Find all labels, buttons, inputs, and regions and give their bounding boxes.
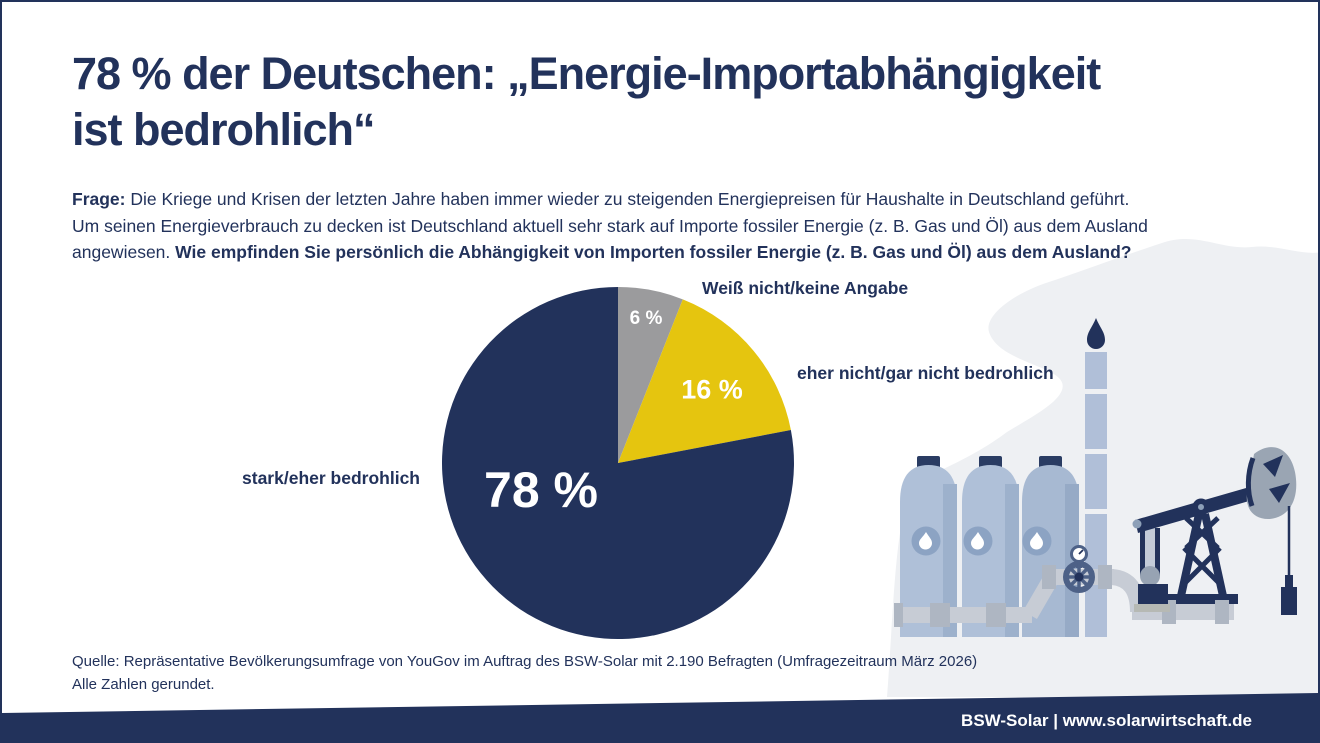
page-title-line2: ist bedrohlich“ [72, 104, 376, 155]
pump-cable-weight [1281, 506, 1297, 615]
pie-value-78: 78 % [484, 462, 598, 518]
tank [962, 465, 1019, 637]
question-line2: Um seinen Energieverbrauch zu decken ist… [72, 215, 1148, 236]
footer-brand-url: BSW-Solar | www.solarwirtschaft.de [961, 711, 1252, 730]
pump-plate [1134, 604, 1170, 612]
pie-label-weiss-nicht: Weiß nicht/keine Angabe [702, 278, 909, 298]
counterweight-head [1245, 447, 1297, 520]
question-line1: Die Kriege und Krisen der letzten Jahre … [125, 189, 1130, 209]
storage-tanks [900, 456, 1079, 637]
fossil-energy-illustration [887, 238, 1318, 697]
pie-slice-6 [618, 287, 683, 463]
pie-label-eher-nicht: eher nicht/gar nicht bedrohlich [797, 363, 1054, 383]
pie-slice-78 [442, 287, 794, 639]
pie-chart [442, 287, 794, 639]
oil-droplet-icon [963, 526, 993, 556]
tank-shade [943, 484, 957, 637]
question-bold-part: Wie empfinden Sie persönlich die Abhängi… [175, 242, 1132, 262]
pie-value-16: 16 % [681, 374, 743, 405]
tank-shade [1065, 484, 1079, 637]
pie-slice-16 [618, 299, 791, 463]
valve-wheel-icon [1063, 561, 1095, 593]
page-title-line1: 78 % der Deutschen: „Energie-Importabhän… [72, 48, 1101, 99]
tank-cap [1039, 456, 1062, 468]
pump-base [1134, 594, 1238, 604]
tank-cap [917, 456, 940, 468]
pie-label-stark: stark/eher bedrohlich [242, 468, 420, 488]
stack-gap [1085, 389, 1107, 394]
source-line1: Quelle: Repräsentative Bevölkerungsumfra… [72, 653, 978, 670]
oil-droplet-icon [911, 526, 941, 556]
question-label: Frage: [72, 189, 126, 209]
pie-value-6: 6 % [629, 308, 663, 329]
tank-cap [979, 456, 1002, 468]
pipe-fittings [894, 565, 1229, 627]
oil-droplet-icon [1022, 526, 1052, 556]
pump-pivot-center [1198, 504, 1204, 510]
tank-shade [1005, 484, 1019, 637]
footer-band: BSW-Solar | www.solarwirtschaft.de [2, 693, 1318, 743]
oil-pump-jack-front [1132, 447, 1297, 615]
beam-end-joint [1132, 519, 1142, 529]
question-line3: angewiesen. [72, 242, 176, 262]
stack-column [1085, 352, 1107, 637]
stack-gap [1085, 449, 1107, 454]
pump-tower [1177, 513, 1227, 597]
stack-gap [1085, 509, 1107, 514]
oil-pump-jack [1134, 513, 1238, 604]
survey-question: Frage: Die Kriege und Krisen der letzten… [72, 186, 1302, 266]
flame-icon [1087, 318, 1105, 349]
source-line2: Alle Zahlen gerundet. [72, 676, 215, 693]
source-note: Quelle: Repräsentative Bevölkerungsumfra… [72, 650, 1072, 696]
page-title: 78 % der Deutschen: „Energie-Importabhän… [72, 46, 1252, 158]
